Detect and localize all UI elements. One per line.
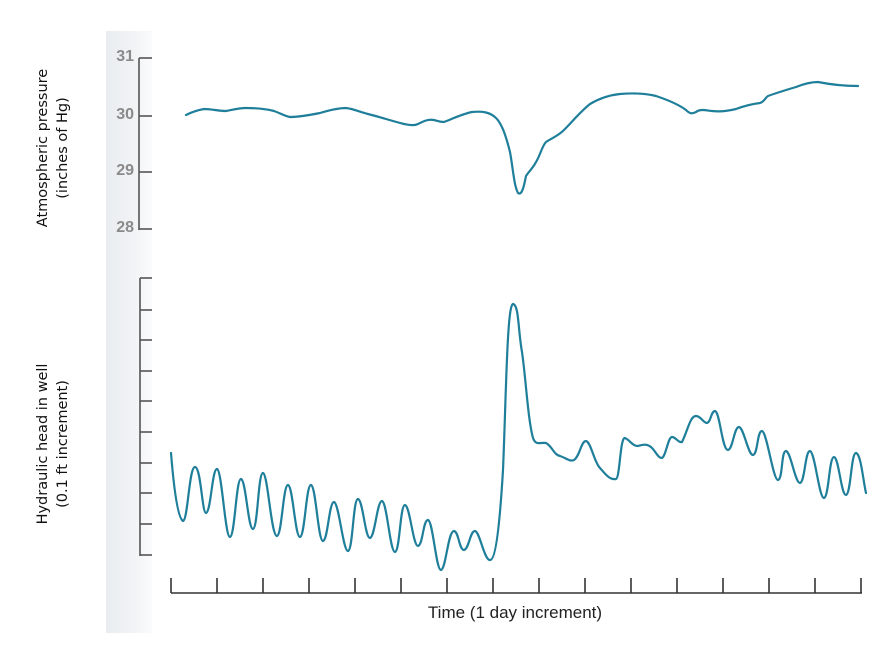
top-y-axis (138, 57, 152, 230)
hydraulic-head-line (169, 302, 868, 572)
tick-label-28: 28 (116, 219, 134, 236)
atmospheric-pressure-line (184, 80, 860, 195)
tick-label-31: 31 (116, 48, 134, 65)
tick-label-30: 30 (116, 106, 134, 123)
scanned-axis-strip (106, 31, 152, 633)
x-axis (170, 578, 862, 594)
bottom-y-axis (139, 277, 152, 556)
tick-label-29: 29 (116, 162, 134, 179)
x-axis-label: Time (1 day increment) (427, 603, 603, 622)
